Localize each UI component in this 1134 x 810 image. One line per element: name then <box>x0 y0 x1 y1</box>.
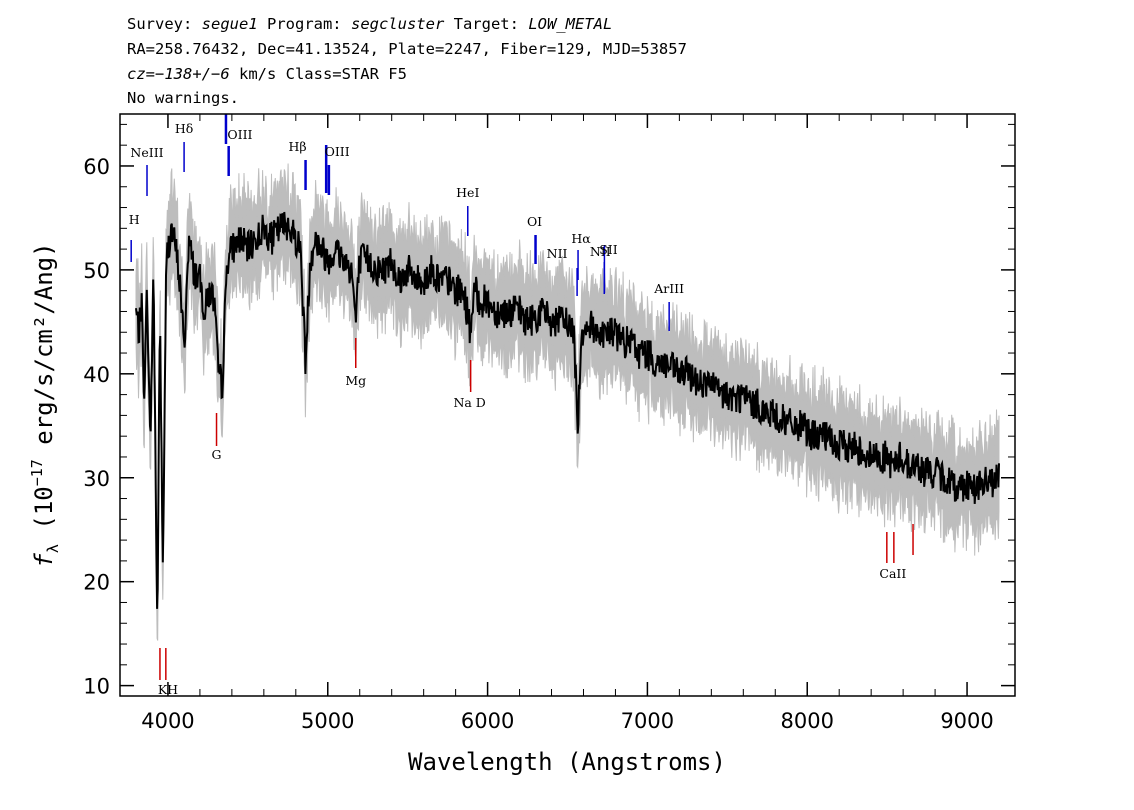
axis-ticks: 4000 5000 6000 7000 8000 9000 10 20 30 40 50 60 <box>83 114 1015 733</box>
emission-line-label: OIII <box>325 144 350 159</box>
emission-line-label: SII <box>599 242 618 257</box>
emission-line-label: HeI <box>456 185 479 200</box>
y-tick-label: 10 <box>83 675 110 699</box>
absorption-line-label: Mg <box>345 373 366 388</box>
emission-line-label: Hβ <box>288 139 306 154</box>
y-tick-label: 30 <box>83 467 110 491</box>
emission-line-label: H <box>129 212 140 227</box>
emission-line-label: Hδ <box>175 121 193 136</box>
x-tick-label: 8000 <box>781 709 834 733</box>
y-tick-label: 50 <box>83 259 110 283</box>
x-axis-label: Wavelength (Angstroms) <box>408 748 726 776</box>
x-tick-label: 7000 <box>621 709 674 733</box>
emission-line-label: NII <box>547 246 568 261</box>
emission-line-label: OI <box>527 214 542 229</box>
absorption-line-label: KH <box>158 682 178 697</box>
emission-line-label: ArIII <box>653 281 684 296</box>
plot-frame <box>119 113 1016 697</box>
flux-series-line <box>135 211 1000 609</box>
y-tick-label: 60 <box>83 155 110 179</box>
emission-line-label: NII <box>590 244 611 259</box>
absorption-line-label: G <box>212 447 222 462</box>
y-tick-label: 40 <box>83 363 110 387</box>
header-line-2: RA=258.76432, Dec=41.13524, Plate=2247, … <box>127 40 687 58</box>
header-line-4: No warnings. <box>127 89 239 107</box>
x-tick-label: 9000 <box>940 709 993 733</box>
header-line-3: cz=−138+/−6 km/s Class=STAR F5 <box>127 65 407 83</box>
y-axis-label: fλ (10−17 erg/s/cm²/Ang) <box>28 242 62 567</box>
x-tick-label: 4000 <box>141 709 194 733</box>
header-line-1: Survey: segue1 Program: segcluster Targe… <box>127 15 612 33</box>
absorption-line-label: CaII <box>879 566 906 581</box>
emission-line-label: OIII <box>227 127 252 142</box>
x-tick-label: 6000 <box>461 709 514 733</box>
plot-area <box>135 163 1000 641</box>
emission-line-label: NeIII <box>130 145 163 160</box>
absorption-line-label: Na D <box>453 395 485 410</box>
x-tick-label: 5000 <box>301 709 354 733</box>
y-tick-label: 20 <box>83 571 110 595</box>
emission-line-label: Hα <box>571 231 591 246</box>
